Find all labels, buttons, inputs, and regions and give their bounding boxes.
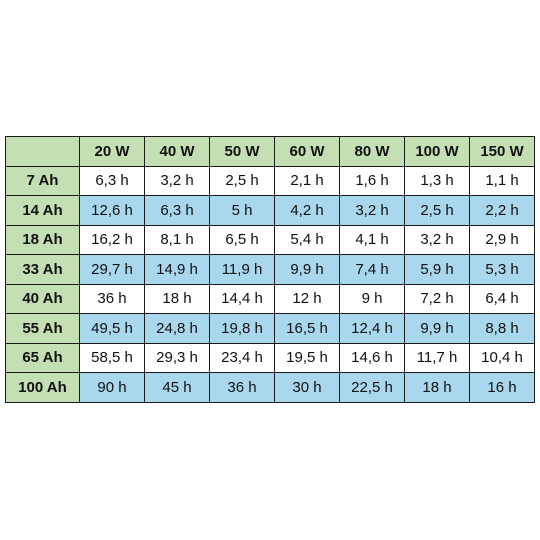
runtime-cell: 30 h <box>274 372 340 403</box>
runtime-cell: 49,5 h <box>79 313 145 344</box>
runtime-cell: 5,4 h <box>274 224 340 255</box>
runtime-cell: 4,2 h <box>274 195 340 226</box>
table-row: 100 Ah 90 h 45 h 36 h 30 h 22,5 h 18 h 16 h <box>5 372 535 403</box>
column-header-80w: 80 W <box>339 136 405 167</box>
runtime-cell: 3,2 h <box>144 165 210 196</box>
runtime-cell: 22,5 h <box>339 372 405 403</box>
runtime-cell: 2,1 h <box>274 165 340 196</box>
column-header-100w: 100 W <box>404 136 470 167</box>
runtime-cell: 1,1 h <box>469 165 535 196</box>
runtime-cell: 8,1 h <box>144 224 210 255</box>
runtime-cell: 23,4 h <box>209 342 275 373</box>
runtime-cell: 9,9 h <box>404 313 470 344</box>
runtime-cell: 1,6 h <box>339 165 405 196</box>
runtime-cell: 9 h <box>339 283 405 314</box>
runtime-cell: 5,9 h <box>404 254 470 285</box>
runtime-cell: 7,2 h <box>404 283 470 314</box>
runtime-cell: 29,3 h <box>144 342 210 373</box>
runtime-cell: 12 h <box>274 283 340 314</box>
runtime-cell: 19,8 h <box>209 313 275 344</box>
runtime-cell: 3,2 h <box>404 224 470 255</box>
runtime-cell: 3,2 h <box>339 195 405 226</box>
runtime-cell: 8,8 h <box>469 313 535 344</box>
runtime-cell: 2,2 h <box>469 195 535 226</box>
runtime-cell: 2,5 h <box>209 165 275 196</box>
row-header: 7 Ah <box>5 165 80 196</box>
runtime-cell: 16,2 h <box>79 224 145 255</box>
runtime-cell: 11,7 h <box>404 342 470 373</box>
runtime-cell: 1,3 h <box>404 165 470 196</box>
runtime-cell: 16 h <box>469 372 535 403</box>
runtime-cell: 45 h <box>144 372 210 403</box>
table-row: 65 Ah 58,5 h 29,3 h 23,4 h 19,5 h 14,6 h 11,7 … <box>5 342 535 373</box>
runtime-cell: 5 h <box>209 195 275 226</box>
runtime-cell: 6,3 h <box>79 165 145 196</box>
table-row: 7 Ah 6,3 h 3,2 h 2,5 h 2,1 h 1,6 h 1,3 h 1,1 h <box>5 165 535 196</box>
runtime-cell: 16,5 h <box>274 313 340 344</box>
table-row: 55 Ah 49,5 h 24,8 h 19,8 h 16,5 h 12,4 h 9,9 h… <box>5 313 535 344</box>
runtime-cell: 12,4 h <box>339 313 405 344</box>
corner-cell <box>5 136 80 167</box>
column-header-40w: 40 W <box>144 136 210 167</box>
runtime-cell: 36 h <box>79 283 145 314</box>
runtime-cell: 6,4 h <box>469 283 535 314</box>
runtime-cell: 12,6 h <box>79 195 145 226</box>
row-header: 40 Ah <box>5 283 80 314</box>
column-header-150w: 150 W <box>469 136 535 167</box>
runtime-cell: 6,3 h <box>144 195 210 226</box>
runtime-cell: 7,4 h <box>339 254 405 285</box>
runtime-cell: 2,5 h <box>404 195 470 226</box>
runtime-cell: 29,7 h <box>79 254 145 285</box>
runtime-cell: 6,5 h <box>209 224 275 255</box>
runtime-cell: 4,1 h <box>339 224 405 255</box>
row-header: 65 Ah <box>5 342 80 373</box>
column-header-50w: 50 W <box>209 136 275 167</box>
table-row: 18 Ah 16,2 h 8,1 h 6,5 h 5,4 h 4,1 h 3,2 h 2,9 … <box>5 224 535 255</box>
runtime-cell: 24,8 h <box>144 313 210 344</box>
runtime-cell: 2,9 h <box>469 224 535 255</box>
runtime-cell: 19,5 h <box>274 342 340 373</box>
runtime-cell: 90 h <box>79 372 145 403</box>
runtime-cell: 18 h <box>144 283 210 314</box>
runtime-cell: 9,9 h <box>274 254 340 285</box>
table-row: 33 Ah 29,7 h 14,9 h 11,9 h 9,9 h 7,4 h 5,9 h 5,… <box>5 254 535 285</box>
row-header: 55 Ah <box>5 313 80 344</box>
runtime-cell: 10,4 h <box>469 342 535 373</box>
runtime-cell: 36 h <box>209 372 275 403</box>
runtime-cell: 18 h <box>404 372 470 403</box>
runtime-cell: 14,6 h <box>339 342 405 373</box>
battery-runtime-table: 20 W 40 W 50 W 60 W 80 W 100 W 150 W 7 A… <box>5 136 535 403</box>
row-header: 18 Ah <box>5 224 80 255</box>
column-header-20w: 20 W <box>79 136 145 167</box>
runtime-cell: 11,9 h <box>209 254 275 285</box>
header-row: 20 W 40 W 50 W 60 W 80 W 100 W 150 W <box>5 136 535 167</box>
runtime-cell: 14,9 h <box>144 254 210 285</box>
runtime-cell: 14,4 h <box>209 283 275 314</box>
runtime-cell: 5,3 h <box>469 254 535 285</box>
row-header: 14 Ah <box>5 195 80 226</box>
row-header: 100 Ah <box>5 372 80 403</box>
column-header-60w: 60 W <box>274 136 340 167</box>
runtime-cell: 58,5 h <box>79 342 145 373</box>
row-header: 33 Ah <box>5 254 80 285</box>
